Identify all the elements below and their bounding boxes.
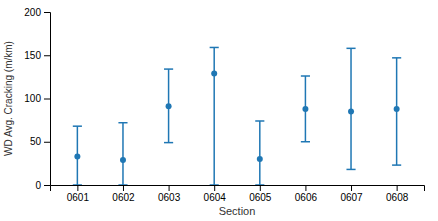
mean-point: [257, 156, 263, 162]
x-tick-label: 0607: [340, 192, 363, 203]
y-tick-mark: [44, 12, 50, 13]
error-bar-group: [392, 58, 401, 165]
error-cap-upper: [346, 48, 355, 50]
error-bar: [122, 123, 124, 185]
x-tick: 0601: [67, 185, 90, 203]
marks: [73, 47, 401, 185]
x-axis-line: [51, 186, 425, 192]
x-tick-mark: [305, 185, 306, 191]
x-tick-label: 0605: [249, 192, 272, 203]
x-tick-mark: [397, 185, 398, 191]
mean-point: [74, 153, 80, 159]
error-cap-lower: [255, 184, 264, 185]
mean-point: [120, 157, 126, 163]
error-cap-upper: [210, 47, 219, 49]
x-tick-mark: [77, 185, 78, 191]
error-bar-group: [210, 47, 219, 185]
error-bar-group: [73, 126, 82, 185]
y-tick-mark: [44, 185, 50, 186]
mean-point: [302, 106, 308, 112]
y-tick: 200: [24, 7, 50, 18]
error-bar: [213, 47, 215, 185]
error-cap-lower: [392, 164, 401, 166]
x-tick-mark: [260, 185, 261, 191]
x-tick: 0608: [386, 185, 409, 203]
x-tick-mark: [351, 185, 352, 191]
x-tick-label: 0608: [386, 192, 409, 203]
y-axis-line: [44, 13, 51, 186]
error-bar-group: [118, 123, 127, 185]
plot-area: 0601 0602 0603 0604 0605 0606 0607 0608 0 50 100 15…: [24, 7, 424, 203]
x-tick: 0602: [112, 185, 135, 203]
y-tick-label: 50: [30, 136, 42, 147]
x-axis-title: Section: [219, 205, 256, 217]
y-tick-label: 0: [35, 180, 41, 191]
mean-point: [348, 108, 354, 114]
x-tick: 0603: [158, 185, 181, 203]
error-cap-upper: [164, 68, 173, 70]
x-tick-label: 0602: [112, 192, 135, 203]
x-tick: 0606: [295, 185, 318, 203]
x-tick: 0604: [204, 185, 227, 203]
y-tick-label: 100: [24, 93, 41, 104]
y-tick: 100: [24, 93, 50, 104]
x-tick-mark: [123, 185, 124, 191]
mean-point: [394, 106, 400, 112]
error-bar: [259, 121, 261, 185]
error-bar-group: [301, 76, 310, 142]
error-cap-lower: [164, 142, 173, 144]
x-tick: 0605: [249, 185, 272, 203]
chart: 0601 0602 0603 0604 0605 0606 0607 0608 0 50 100 15…: [0, 0, 438, 221]
y-tick: 150: [24, 50, 50, 61]
error-cap-lower: [118, 184, 127, 185]
error-cap-lower: [73, 184, 82, 185]
error-cap-upper: [255, 120, 264, 122]
error-cap-upper: [73, 125, 82, 127]
mean-point: [211, 70, 217, 76]
x-tick-label: 0603: [158, 192, 181, 203]
x-tick-label: 0604: [204, 192, 227, 203]
y-tick-label: 150: [24, 50, 41, 61]
x-tick-label: 0601: [67, 192, 90, 203]
y-tick: 50: [30, 136, 50, 147]
y-axis-title: WD Avg. Cracking (m/km): [3, 41, 14, 156]
error-bar-group: [346, 48, 355, 169]
error-cap-lower: [301, 141, 310, 143]
x-tick-mark: [169, 185, 170, 191]
error-cap-lower: [210, 184, 219, 185]
y-tick-mark: [44, 99, 50, 100]
y-tick-label: 200: [24, 7, 41, 18]
error-bar-group: [164, 69, 173, 143]
y-tick-mark: [44, 142, 50, 143]
error-cap-upper: [392, 57, 401, 59]
error-cap-upper: [301, 75, 310, 77]
error-cap-lower: [346, 169, 355, 171]
x-axis: 0601 0602 0603 0604 0605 0606 0607 0608: [51, 185, 425, 203]
error-cap-upper: [118, 122, 127, 124]
x-tick-mark: [214, 185, 215, 191]
y-tick-mark: [44, 55, 50, 56]
x-tick-label: 0606: [295, 192, 318, 203]
x-tick: 0607: [340, 185, 363, 203]
mean-point: [166, 103, 172, 109]
y-tick: 0: [35, 180, 50, 191]
y-axis: 0 50 100 150 200: [24, 7, 50, 191]
error-bar-group: [255, 121, 264, 185]
